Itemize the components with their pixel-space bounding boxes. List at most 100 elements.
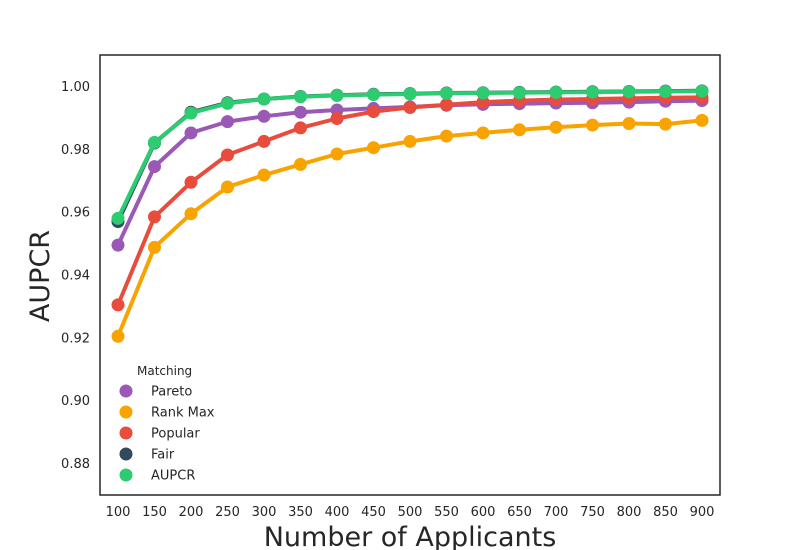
legend-title: Matching <box>137 364 192 378</box>
data-point <box>367 141 380 155</box>
x-tick-label: 100 <box>106 505 131 520</box>
data-point <box>549 120 563 134</box>
legend-label: Fair <box>151 448 175 463</box>
data-point <box>148 210 161 224</box>
series-aupcr <box>111 84 709 225</box>
y-axis-title: AUPCR <box>25 230 56 322</box>
legend-label: Rank Max <box>151 406 215 421</box>
data-point <box>257 109 271 123</box>
data-point <box>111 298 125 312</box>
x-tick-label: 250 <box>215 505 240 520</box>
data-point <box>221 148 234 162</box>
data-point <box>257 92 271 106</box>
data-point <box>221 180 234 194</box>
data-point <box>549 85 563 99</box>
data-point <box>111 238 125 252</box>
x-axis-title: Number of Applicants <box>264 522 557 550</box>
data-point <box>221 115 234 129</box>
data-point <box>294 121 307 135</box>
legend-item: Pareto <box>119 384 192 400</box>
data-point <box>257 168 271 182</box>
data-point <box>111 329 125 343</box>
data-point <box>294 105 307 119</box>
y-tick-label: 0.88 <box>61 457 90 472</box>
x-tick-label: 800 <box>617 505 642 520</box>
data-point <box>622 117 636 131</box>
data-point <box>403 87 417 101</box>
x-tick-label: 650 <box>507 505 532 520</box>
y-axis-ticks: 0.88 0.90 0.92 0.94 0.96 0.98 1.00 <box>61 80 90 472</box>
data-point <box>367 105 380 119</box>
data-point <box>330 147 344 161</box>
data-point <box>513 86 526 100</box>
x-tick-label: 500 <box>398 505 423 520</box>
x-tick-label: 900 <box>690 505 715 520</box>
data-point <box>476 86 490 100</box>
legend: Matching Pareto Rank Max Popular Fair AUPCR <box>119 364 215 484</box>
series-popular <box>111 90 709 312</box>
x-tick-label: 400 <box>325 505 350 520</box>
data-point <box>622 85 636 99</box>
x-tick-label: 550 <box>434 505 459 520</box>
data-point <box>184 106 198 120</box>
y-tick-label: 0.92 <box>61 331 90 346</box>
data-point <box>440 98 453 112</box>
data-point <box>257 134 271 148</box>
y-tick-label: 1.00 <box>61 80 90 95</box>
legend-label: Pareto <box>151 385 192 400</box>
data-point <box>294 90 307 104</box>
series-rank-max <box>111 113 709 343</box>
x-tick-label: 350 <box>288 505 313 520</box>
x-tick-label: 450 <box>361 505 386 520</box>
data-point <box>440 129 453 143</box>
data-point <box>659 84 672 98</box>
data-point <box>403 134 417 148</box>
data-point <box>513 123 526 137</box>
data-point <box>148 135 161 149</box>
x-tick-label: 700 <box>544 505 569 520</box>
series-layer <box>111 84 709 343</box>
y-tick-label: 0.96 <box>61 206 90 221</box>
data-point <box>184 207 198 221</box>
data-point <box>294 157 307 171</box>
legend-item: Rank Max <box>119 405 215 421</box>
data-point <box>330 111 344 125</box>
x-tick-label: 750 <box>580 505 605 520</box>
x-tick-label: 300 <box>252 505 277 520</box>
x-tick-label: 600 <box>471 505 496 520</box>
data-point <box>184 126 198 140</box>
legend-marker <box>119 426 133 440</box>
data-point <box>586 85 599 99</box>
data-point <box>476 95 490 109</box>
legend-marker <box>119 384 133 398</box>
x-axis-ticks: 100 150 200 250 300 350 400 450 500 550 600 650 700 7… <box>106 505 715 520</box>
x-tick-label: 200 <box>179 505 204 520</box>
legend-item: Fair <box>119 447 175 463</box>
data-point <box>148 160 161 174</box>
y-tick-label: 0.90 <box>61 394 90 409</box>
data-point <box>148 240 161 254</box>
y-tick-label: 0.94 <box>61 269 90 284</box>
data-point <box>659 117 672 131</box>
legend-item: Popular <box>119 426 200 442</box>
data-point <box>111 211 125 225</box>
data-point <box>586 118 599 132</box>
data-point <box>330 89 344 103</box>
legend-marker <box>119 447 133 461</box>
legend-marker <box>119 405 133 419</box>
legend-label: AUPCR <box>151 469 195 484</box>
data-point <box>403 100 417 114</box>
legend-label: Popular <box>151 427 200 442</box>
data-point <box>440 86 453 100</box>
data-point <box>476 126 490 140</box>
data-point <box>695 84 709 98</box>
y-tick-label: 0.98 <box>61 143 90 158</box>
data-point <box>695 113 709 127</box>
legend-item: AUPCR <box>119 468 195 484</box>
data-point <box>184 175 198 189</box>
x-tick-label: 150 <box>142 505 167 520</box>
x-tick-label: 850 <box>653 505 678 520</box>
data-point <box>367 88 380 102</box>
legend-marker <box>119 468 133 482</box>
